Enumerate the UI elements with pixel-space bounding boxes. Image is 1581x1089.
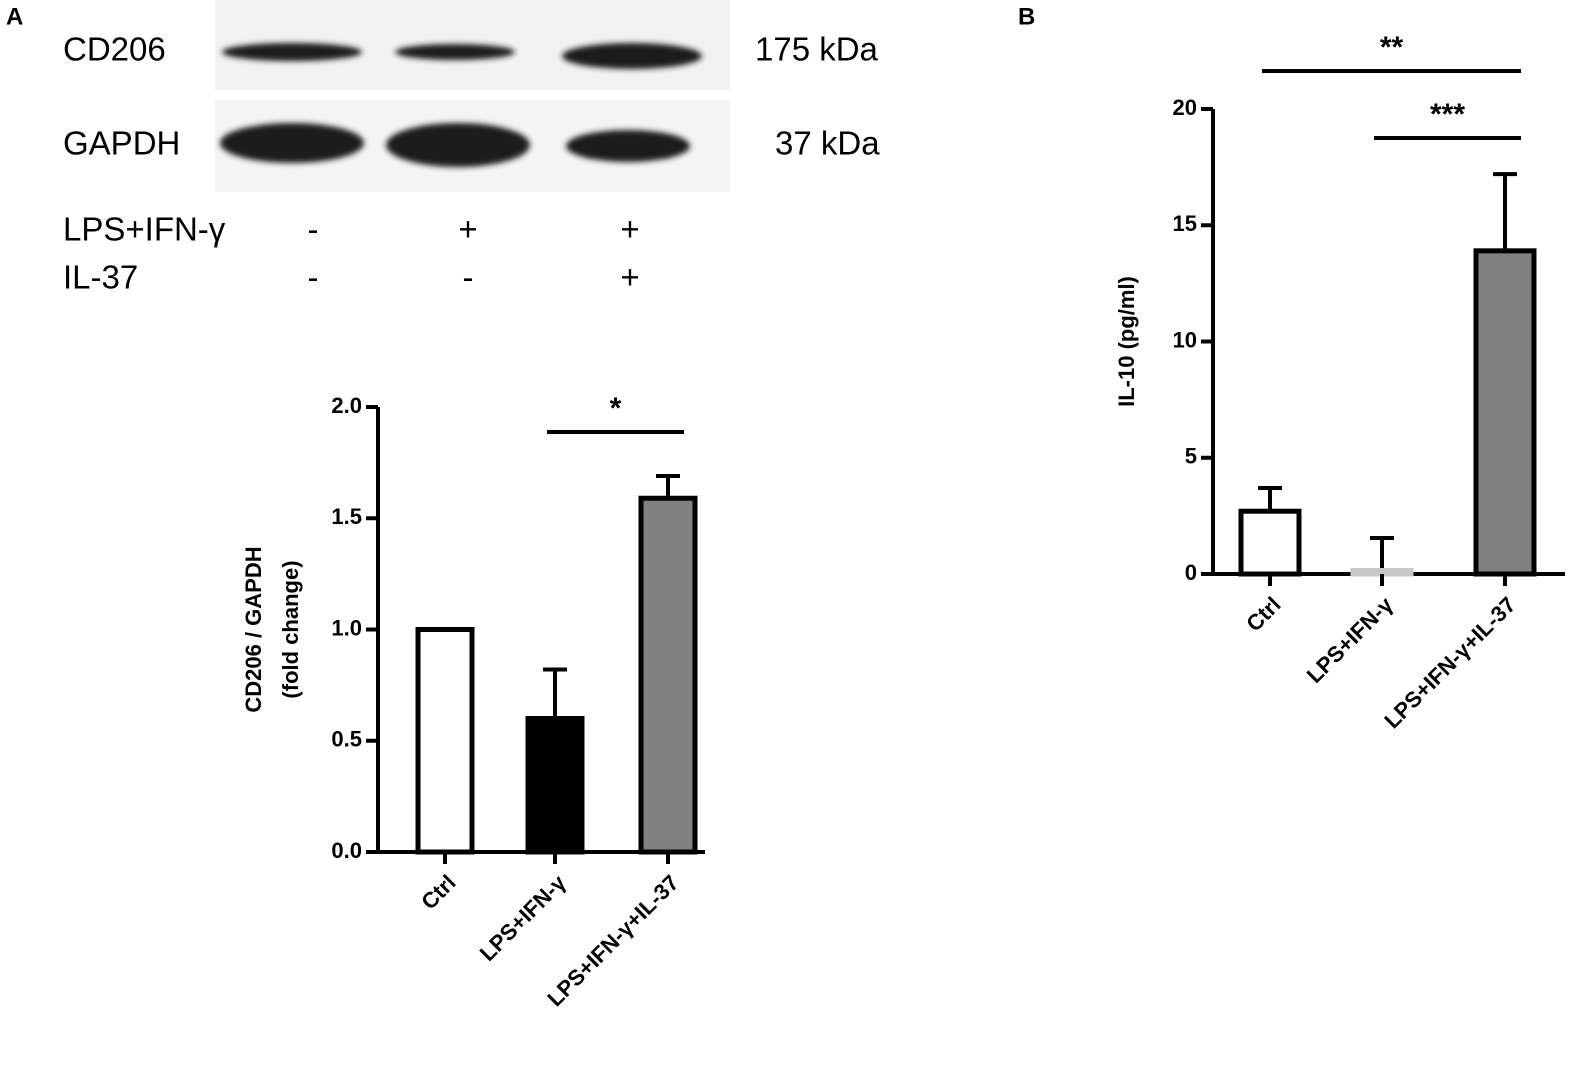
treatment-mark: +: [458, 211, 477, 248]
significance-label: *: [610, 392, 622, 425]
y-tick-label: 0.5: [331, 727, 362, 752]
y-tick-label: 2.0: [331, 393, 362, 418]
x-tick-label: Ctrl: [416, 870, 460, 914]
y-axis-label: CD206 / GAPDH: [241, 546, 266, 712]
blot-row-name: CD206: [63, 31, 166, 68]
y-tick-label: 1.0: [331, 615, 362, 640]
y-tick-label: 0: [1185, 560, 1197, 585]
y-axis-label: IL-10 (pg/ml): [1114, 276, 1139, 407]
bar: [1473, 248, 1537, 577]
treatment-name: LPS+IFN-γ: [63, 211, 226, 248]
blot-row-size: 175 kDa: [755, 31, 879, 68]
y-tick-label: 20: [1173, 95, 1197, 120]
y-tick-label: 15: [1173, 211, 1197, 236]
treatment-mark: -: [308, 211, 319, 248]
bar: [525, 716, 585, 855]
treatment-mark: +: [620, 259, 639, 296]
panel-label: A: [6, 3, 23, 30]
bar: [638, 495, 698, 855]
blot-row-name: GAPDH: [63, 125, 180, 162]
blot-row-size: 37 kDa: [775, 125, 880, 162]
y-tick-label: 5: [1185, 444, 1197, 469]
y-tick-label: 1.5: [331, 504, 362, 529]
panel-label: B: [1018, 3, 1035, 30]
bar: [1238, 508, 1302, 577]
y-axis-label: (fold change): [278, 560, 303, 698]
significance-label: **: [1380, 31, 1404, 64]
bar: [415, 627, 475, 855]
y-tick-label: 0.0: [331, 838, 362, 863]
x-tick-label: LPS+IFN-γ+IL-37: [1379, 592, 1520, 733]
x-tick-label: LPS+IFN-γ: [475, 869, 571, 965]
treatment-name: IL-37: [63, 259, 138, 296]
western-blot: [215, 0, 730, 192]
treatment-mark: +: [620, 211, 639, 248]
significance-label: ***: [1430, 98, 1465, 131]
treatment-mark: -: [308, 259, 319, 296]
y-tick-label: 10: [1173, 327, 1197, 352]
x-tick-label: Ctrl: [1241, 592, 1285, 636]
treatment-mark: -: [463, 259, 474, 296]
x-tick-label: LPS+IFN-γ: [1302, 591, 1398, 687]
bar: [1350, 568, 1414, 577]
